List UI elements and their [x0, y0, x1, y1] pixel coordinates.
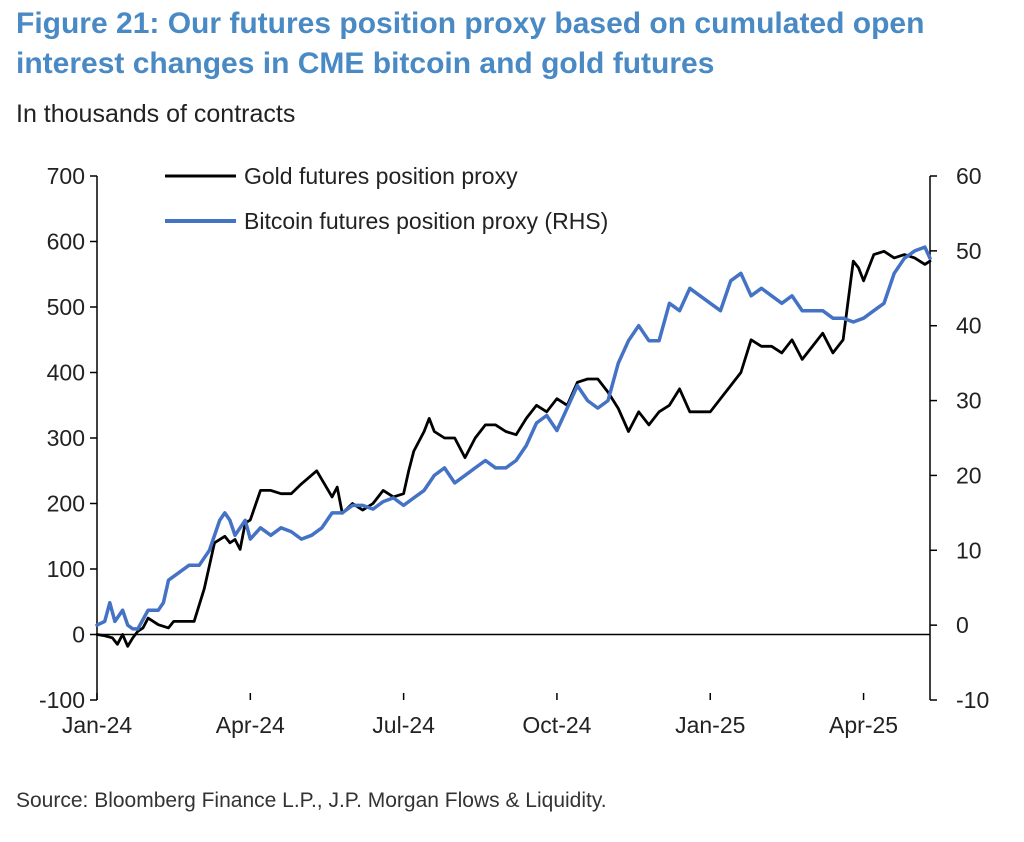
gold-series-line	[95, 249, 932, 648]
x-tick-label: Jan-24	[62, 712, 133, 738]
chart-series	[95, 245, 932, 648]
left-y-tick-label: 100	[47, 556, 85, 582]
chart-legend: Gold futures position proxy Bitcoin futur…	[165, 163, 608, 234]
legend-label-bitcoin: Bitcoin futures position proxy (RHS)	[244, 208, 608, 234]
left-y-tick-label: -100	[39, 687, 85, 713]
x-tick-label: Jan-25	[675, 712, 745, 738]
chart-axes: -1000100200300400500600700-1001020304050…	[39, 163, 989, 738]
x-tick-label: Jul-24	[372, 712, 435, 738]
x-tick-label: Apr-25	[829, 712, 898, 738]
legend-label-gold: Gold futures position proxy	[244, 163, 518, 189]
right-y-tick-label: 60	[956, 163, 982, 189]
chart-area: -1000100200300400500600700-1001020304050…	[39, 163, 989, 738]
left-y-tick-label: 500	[47, 294, 85, 320]
left-y-tick-label: 700	[47, 163, 85, 189]
left-y-tick-label: 600	[47, 229, 85, 255]
x-tick-label: Apr-24	[216, 712, 285, 738]
chart-subtitle: In thousands of contracts	[16, 100, 296, 128]
left-y-tick-label: 300	[47, 425, 85, 451]
x-tick-label: Oct-24	[522, 712, 591, 738]
source-note: Source: Bloomberg Finance L.P., J.P. Mor…	[16, 789, 607, 812]
figure-title: Figure 21: Our futures position proxy ba…	[16, 7, 925, 80]
right-y-tick-label: 30	[956, 388, 982, 414]
right-y-tick-label: 40	[956, 313, 982, 339]
left-y-tick-label: 200	[47, 491, 85, 517]
right-y-tick-label: -10	[956, 687, 989, 713]
right-y-tick-label: 0	[956, 612, 969, 638]
right-y-tick-label: 50	[956, 238, 982, 264]
bitcoin-series-line	[95, 245, 932, 631]
left-y-tick-label: 0	[72, 622, 85, 648]
left-y-tick-label: 400	[47, 360, 85, 386]
right-y-tick-label: 20	[956, 462, 982, 488]
right-y-tick-label: 10	[956, 537, 982, 563]
